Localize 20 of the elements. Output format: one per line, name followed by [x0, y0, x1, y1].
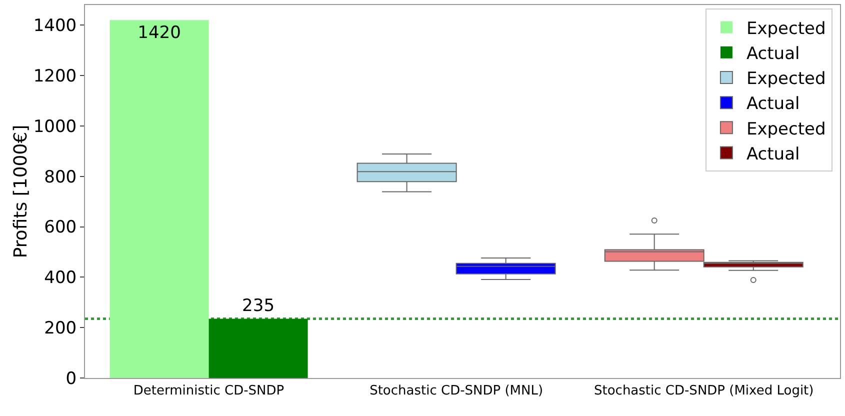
x-tick-label: Stochastic CD-SNDP (Mixed Logit) [594, 384, 814, 399]
y-tick-label: 600 [44, 218, 77, 238]
x-tick-label: Stochastic CD-SNDP (MNL) [370, 384, 544, 399]
y-tick-label: 800 [44, 167, 77, 188]
y-tick-label: 1400 [33, 16, 77, 36]
legend-label: Actual [746, 94, 800, 114]
data-label: 1420 [138, 23, 181, 44]
y-tick-label: 1000 [33, 116, 77, 137]
x-tick-label: Deterministic CD-SNDP [133, 384, 284, 399]
y-tick-label: 200 [44, 318, 77, 339]
data-label: 235 [242, 296, 275, 316]
legend-label: Expected [746, 69, 826, 90]
legend-label: Actual [746, 144, 800, 164]
legend-label: Expected [746, 119, 826, 140]
y-tick-label: 1200 [33, 66, 77, 87]
y-tick-label: 0 [66, 368, 77, 389]
legend-label: Actual [746, 44, 800, 64]
y-tick-label: 400 [44, 268, 77, 288]
legend-label: Expected [746, 18, 826, 39]
y-axis-title: Profits [1000€] [10, 124, 32, 258]
